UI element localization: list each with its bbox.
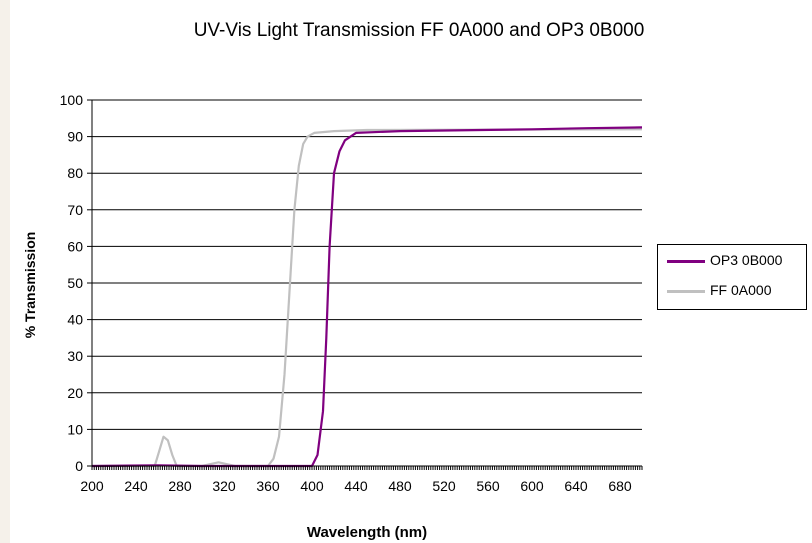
x-axis-label: Wavelength (nm) — [307, 524, 427, 541]
y-tick-label: 0 — [75, 458, 83, 474]
x-tick-label: 360 — [256, 478, 280, 494]
legend-item-ff: FF 0A000 — [658, 281, 806, 301]
y-tick-label: 40 — [67, 312, 83, 328]
chart-frame: UV-Vis Light Transmission FF 0A000 and O… — [10, 0, 812, 543]
legend-swatch-ff — [667, 290, 705, 293]
x-tick-label: 320 — [212, 478, 236, 494]
chart-legend: OP3 0B000 FF 0A000 — [657, 244, 807, 310]
y-tick-label: 70 — [67, 202, 83, 218]
y-tick-label: 10 — [67, 421, 83, 437]
x-tick-label: 240 — [124, 478, 148, 494]
x-tick-label: 200 — [80, 478, 104, 494]
x-tick-label: 680 — [608, 478, 632, 494]
x-tick-label: 640 — [564, 478, 588, 494]
legend-label-ff: FF 0A000 — [710, 282, 772, 298]
y-tick-label: 90 — [67, 129, 83, 145]
legend-item-op3: OP3 0B000 — [658, 251, 806, 271]
y-tick-label: 50 — [67, 275, 83, 291]
legend-label-op3: OP3 0B000 — [710, 252, 783, 268]
legend-swatch-op3 — [667, 260, 705, 263]
y-tick-label: 80 — [67, 165, 83, 181]
y-tick-label: 30 — [67, 348, 83, 364]
x-tick-label: 480 — [388, 478, 412, 494]
x-tick-label: 560 — [476, 478, 500, 494]
x-tick-label: 400 — [300, 478, 324, 494]
x-tick-label: 280 — [168, 478, 192, 494]
y-axis-label: % Transmission — [22, 232, 38, 339]
x-tick-label: 520 — [432, 478, 456, 494]
y-tick-label: 20 — [67, 385, 83, 401]
chart-title: UV-Vis Light Transmission FF 0A000 and O… — [193, 20, 645, 41]
y-tick-label: 100 — [60, 92, 84, 108]
chart-plot: 0 10 20 30 40 50 60 70 80 90 100 200 240 280 320 360 400… — [22, 92, 643, 541]
series-line-ff-0a000 — [92, 128, 643, 468]
y-tick-label: 60 — [67, 238, 83, 254]
x-tick-label: 600 — [520, 478, 544, 494]
series-line-op3-0b000 — [91, 126, 643, 468]
x-tick-label: 440 — [344, 478, 368, 494]
